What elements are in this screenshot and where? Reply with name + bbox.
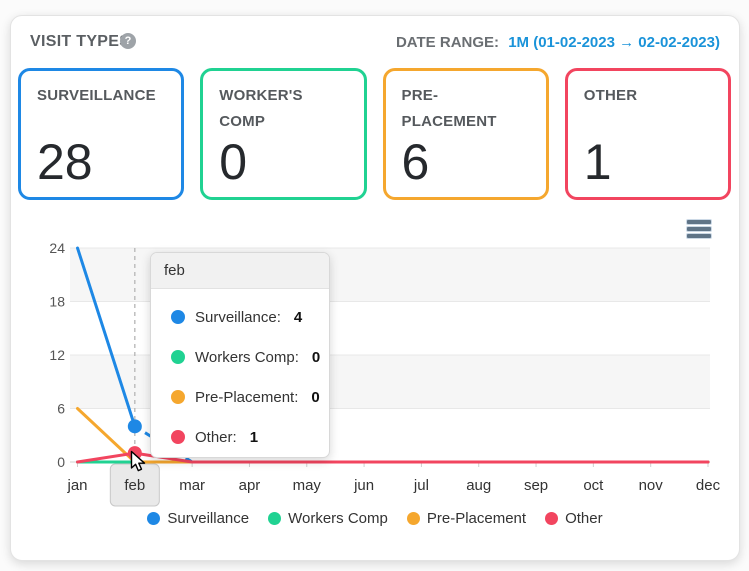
legend-dot-icon [268, 511, 282, 525]
tooltip-row: Pre-Placement: 0 [151, 377, 329, 417]
tooltip-series-label: Pre-Placement: [195, 388, 299, 406]
y-axis-label: 24 [49, 240, 65, 256]
x-axis-label: aug [466, 477, 491, 494]
series-line-other [76, 451, 710, 464]
x-axis-label: mar [179, 477, 205, 494]
x-axis-label: oct [583, 477, 604, 494]
card-value: 1 [583, 134, 612, 190]
hamburger-bar [687, 220, 711, 224]
y-axis-label: 12 [49, 347, 65, 363]
chart-legend: Surveillance Workers Comp Pre-Placement Oth… [20, 504, 730, 532]
y-axis-label: 18 [49, 294, 65, 310]
tooltip-series-label: Workers Comp: [195, 348, 299, 366]
card-value: 0 [219, 134, 248, 190]
card-workers-comp: WORKER'S COMP 0 [200, 68, 367, 200]
tooltip-series-value: 0 [311, 388, 320, 406]
panel-header: VISIT TYPES ? DATE RANGE: 1M (01-02-2023… [30, 33, 730, 55]
card-title: SURVEILLANCE [37, 87, 156, 104]
tooltip-title: feb [151, 253, 329, 289]
chart-menu-icon[interactable] [687, 220, 711, 241]
card-title: WORKER'S COMP [219, 87, 303, 130]
x-axis-label: nov [639, 477, 664, 494]
card-other: OTHER 1 [564, 68, 731, 200]
date-range: DATE RANGE: 1M (01-02-2023 → 02-02-2023) [396, 34, 720, 51]
tooltip-series-label: Other: [195, 428, 237, 446]
series-dot-icon [171, 310, 185, 324]
card-pre-placement: PRE-PLACEMENT 6 [382, 68, 549, 200]
legend-item-pre-placement[interactable]: Pre-Placement [406, 509, 527, 527]
legend-dot-icon [545, 511, 559, 525]
x-axis-label: dec [696, 477, 721, 494]
series-dot-icon [171, 350, 185, 364]
tooltip-rows: Surveillance: 4 Workers Comp: 0 Pre-Placemen… [151, 289, 329, 457]
stat-cards-row: SURVEILLANCE 28 WORKER'S COMP 0 PRE-PLAC… [18, 68, 731, 200]
date-range-label: DATE RANGE: [395, 34, 500, 51]
tooltip-series-label: Surveillance: [195, 308, 281, 326]
legend-dot-icon [406, 511, 420, 525]
card-value: 6 [401, 134, 430, 190]
x-axis-label: jul [413, 477, 429, 494]
tooltip-row: Workers Comp: 0 [151, 337, 329, 377]
series-dot-icon [171, 430, 185, 444]
card-title: OTHER [583, 87, 638, 104]
y-axis-label: 6 [57, 401, 65, 417]
x-axis-label: sep [524, 477, 548, 494]
legend-label: Surveillance [167, 509, 250, 527]
card-value: 28 [37, 134, 93, 190]
legend-label: Other [565, 509, 603, 527]
visit-types-line-chart[interactable]: jan feb mar apr may jun jul aug sep oct nov dec0612… [20, 215, 730, 510]
legend-dot-icon [147, 511, 161, 525]
hamburger-bar [687, 227, 711, 231]
x-axis-label: feb [124, 477, 145, 494]
date-range-value[interactable]: 1M (01-02-2023 → 02-02-2023) [508, 34, 720, 51]
legend-item-workers-comp[interactable]: Workers Comp [268, 510, 388, 527]
tooltip-row: Surveillance: 4 [151, 297, 329, 337]
tooltip-row: Other: 1 [151, 417, 329, 457]
legend-label: Pre-Placement [426, 509, 527, 527]
tooltip-series-value: 1 [249, 428, 259, 446]
tooltip-series-value: 0 [311, 348, 321, 366]
tooltip-series-value: 4 [293, 308, 303, 326]
card-surveillance: SURVEILLANCE 28 [18, 68, 185, 200]
x-axis-label: apr [239, 477, 261, 494]
data-point-marker [127, 419, 142, 434]
legend-item-other[interactable]: Other [545, 510, 603, 527]
series-dot-icon [171, 390, 185, 404]
hamburger-bar [687, 234, 711, 238]
x-axis-label: may [293, 477, 322, 494]
legend-item-surveillance[interactable]: Surveillance [147, 510, 249, 527]
x-axis-label: jun [353, 477, 374, 494]
data-point-marker [127, 446, 142, 461]
help-icon[interactable]: ? [120, 33, 136, 49]
y-axis-label: 0 [57, 454, 65, 470]
legend-label: Workers Comp [288, 509, 388, 527]
page-title: VISIT TYPES [30, 33, 131, 50]
card-title: PRE-PLACEMENT [401, 87, 497, 130]
x-axis-label: jan [66, 477, 87, 494]
chart-tooltip: feb Surveillance: 4 Workers Comp: 0 Pre-Plac… [150, 252, 330, 458]
series-line-surveillance [76, 246, 137, 428]
